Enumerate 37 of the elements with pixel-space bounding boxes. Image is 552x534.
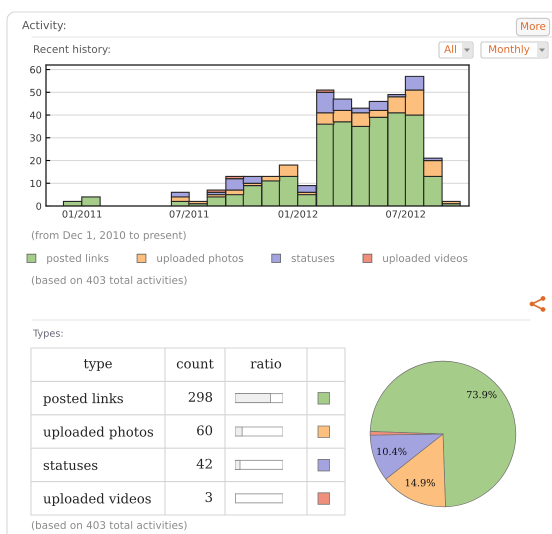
y-tick-label: uploaded photos bbox=[43, 426, 154, 440]
data-label: 298 bbox=[188, 392, 212, 402]
data-label: 10.4% bbox=[377, 448, 406, 456]
text: Types: bbox=[32, 330, 63, 339]
x-tick-label: 07/2012 bbox=[386, 210, 425, 218]
chart-subtitle: Recent history: bbox=[34, 44, 110, 56]
legend-label: uploaded videos bbox=[383, 254, 468, 264]
y-tick-label: 20 bbox=[30, 156, 42, 164]
y-tick-label: 40 bbox=[30, 112, 42, 119]
text: (based on 403 total activities) bbox=[32, 520, 187, 530]
y-tick-label: 0 bbox=[36, 202, 42, 210]
x-tick-label: 01/2011 bbox=[62, 210, 102, 218]
y-tick-label: posted links bbox=[43, 393, 123, 406]
x-tick-label: 07/2011 bbox=[170, 210, 208, 218]
text: (based on 403 total activities) bbox=[32, 276, 187, 286]
text: count bbox=[176, 359, 214, 369]
text: More bbox=[521, 22, 546, 30]
text: Monthly bbox=[489, 44, 530, 56]
data-label: 42 bbox=[196, 458, 212, 469]
y-tick-label: statuses bbox=[44, 460, 98, 470]
x-tick-label: 01/2012 bbox=[278, 210, 318, 218]
data-label: 73.9% bbox=[467, 390, 497, 398]
y-tick-label: 60 bbox=[30, 66, 42, 74]
data-label: 14.9% bbox=[406, 479, 435, 486]
y-tick-label: uploaded videos bbox=[43, 493, 151, 506]
text: All bbox=[444, 44, 456, 53]
y-tick-label: 30 bbox=[30, 134, 42, 142]
legend-label: uploaded photos bbox=[157, 254, 244, 264]
text: type bbox=[84, 359, 112, 372]
data-label: 60 bbox=[197, 425, 212, 436]
y-tick-label: 50 bbox=[30, 88, 42, 96]
text: ratio bbox=[250, 358, 282, 369]
data-label: 3 bbox=[206, 492, 212, 502]
chart-title: Activity: bbox=[22, 20, 66, 32]
y-tick-label: 10 bbox=[30, 180, 42, 188]
legend-label: statuses bbox=[292, 254, 334, 262]
text: (from Dec 1, 2010 to present) bbox=[32, 230, 186, 242]
